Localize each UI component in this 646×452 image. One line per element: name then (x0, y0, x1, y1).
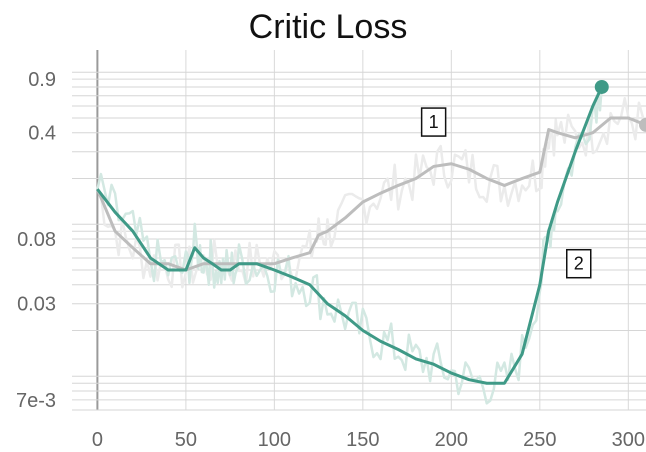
series-line-1 (96, 116, 646, 272)
annotations: 12 (420, 107, 592, 279)
raw-series-line-2 (96, 86, 604, 405)
x-tick-label: 0 (92, 429, 103, 451)
x-tick-label: 100 (258, 429, 291, 451)
annotation-box-2 (566, 248, 592, 279)
y-tick-label: 0.9 (28, 69, 56, 91)
series-end-marker-1 (639, 117, 646, 132)
axis-ticks: 0 50 100 150 200 250 300 7e-3 0.03 0.08 0.4 0.9 (16, 69, 645, 451)
raw-series-line-1 (96, 96, 646, 289)
grid (72, 50, 646, 411)
annotation-label-2: 2 (574, 254, 584, 274)
x-tick-label: 200 (435, 429, 468, 451)
x-tick-label: 250 (523, 429, 556, 451)
series-end-marker-2 (594, 79, 609, 94)
y-tick-label: 0.08 (17, 229, 56, 251)
x-tick-label: 150 (346, 429, 379, 451)
chart-title: Critic Loss (249, 8, 408, 46)
y-tick-label: 7e-3 (16, 390, 56, 412)
y-tick-label: 0.4 (28, 123, 56, 145)
annotation-box-1 (420, 107, 447, 137)
x-tick-label: 50 (175, 429, 197, 451)
y-tick-label: 0.03 (17, 294, 56, 316)
x-tick-label: 300 (612, 429, 645, 451)
smoothed-series-lines (96, 79, 646, 385)
annotation-label-1: 1 (429, 112, 439, 132)
series-line-2 (96, 86, 604, 385)
